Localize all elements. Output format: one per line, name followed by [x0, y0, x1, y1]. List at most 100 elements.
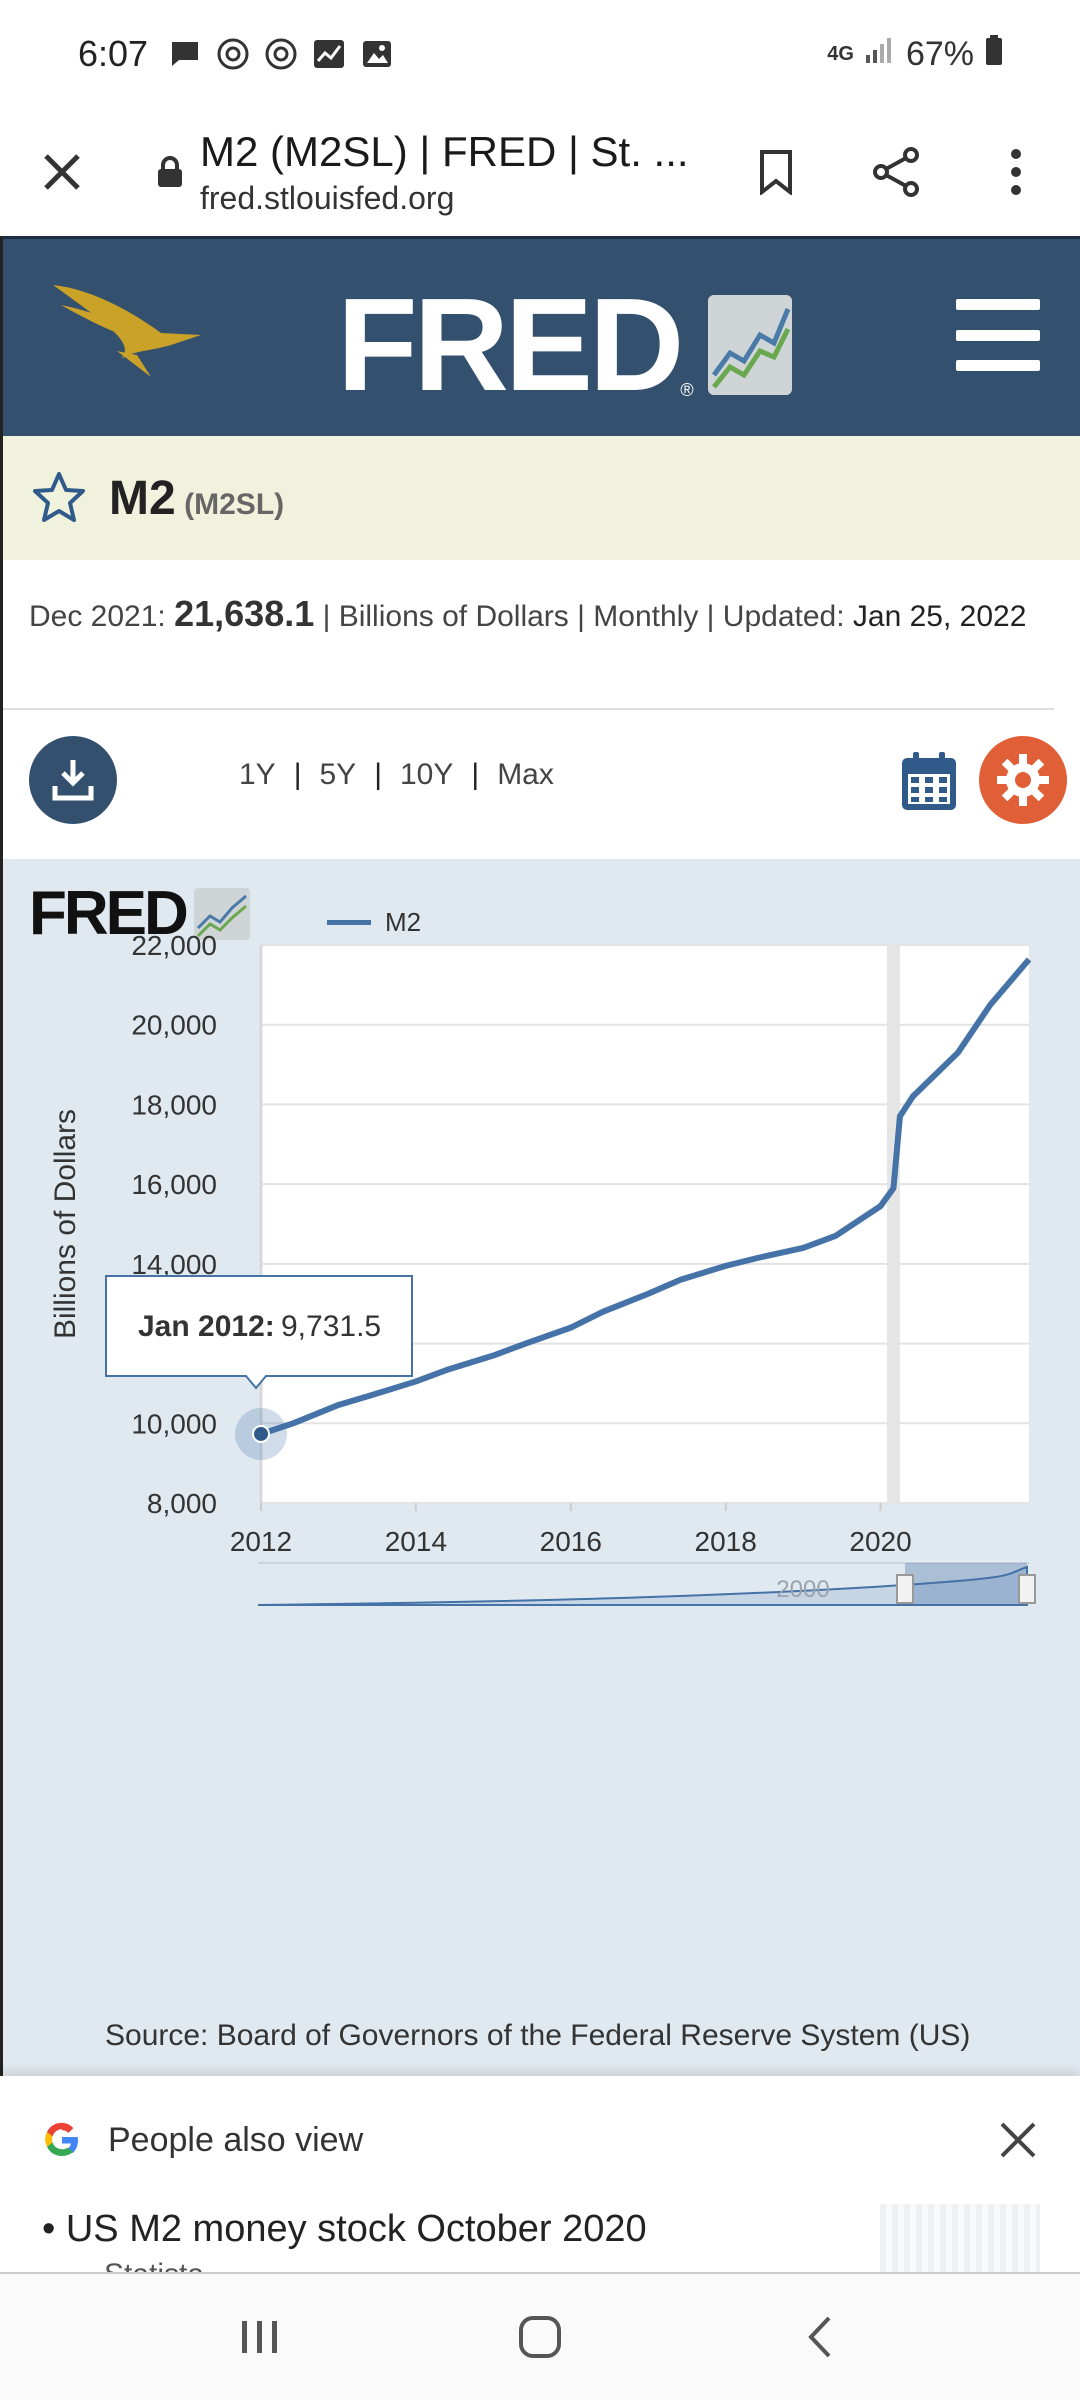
- share-button[interactable]: [868, 144, 924, 200]
- legend-label: M2: [385, 907, 422, 937]
- star-icon[interactable]: [31, 470, 87, 526]
- people-also-view-panel: People also view • US M2 money stock Oct…: [0, 2076, 1080, 2272]
- close-icon: [44, 154, 80, 190]
- recent-apps-button[interactable]: [220, 2297, 300, 2377]
- series-title-row: M2 (M2SL): [3, 436, 1080, 560]
- chart-legend: M2: [327, 907, 421, 938]
- chart-notification-icon: [312, 37, 346, 71]
- hamburger-menu-icon[interactable]: [956, 299, 1040, 371]
- fred-logo-text: FRED: [337, 271, 684, 418]
- message-icon: [168, 37, 202, 71]
- x-tick-label: 2014: [385, 1526, 447, 1557]
- fred-chart-icon: [193, 888, 250, 940]
- status-right: 4G 67%: [827, 34, 1004, 75]
- tooltip-value: 9,731.5: [281, 1310, 381, 1343]
- plot-area: [261, 945, 1029, 1503]
- legend-swatch: [327, 920, 371, 925]
- tooltip: Jan 2012: 9,731.5: [105, 1275, 413, 1390]
- x-tick-label: 2012: [230, 1526, 292, 1557]
- fred-chart-icon: [707, 295, 792, 395]
- chart-panel: FRED M2 8,000 10,000 14,000 16,000 18,000 20,…: [3, 859, 1080, 2076]
- y-tick-label: 8,000: [147, 1488, 217, 1519]
- y-tick-label: 20,000: [131, 1010, 217, 1041]
- x-tick-label: 2016: [540, 1526, 602, 1557]
- bookmark-icon: [760, 150, 792, 195]
- people-also-view-close-button[interactable]: [994, 2116, 1042, 2164]
- line-chart[interactable]: 8,000 10,000 14,000 16,000 18,000 20,000 22,00…: [3, 859, 1080, 2059]
- settings-button[interactable]: [979, 736, 1067, 824]
- people-also-view-title: People also view: [108, 2120, 364, 2159]
- download-icon: [52, 760, 94, 801]
- y-axis-label: Billions of Dollars: [49, 1109, 82, 1339]
- chart-source: Source: Board of Governors of the Federa…: [105, 2019, 971, 2052]
- share-icon: [873, 147, 919, 197]
- people-also-view-item-source: Statista: [104, 2258, 204, 2272]
- range-1y[interactable]: 1Y: [239, 758, 276, 791]
- home-icon: [519, 2316, 561, 2358]
- bookmark-button[interactable]: [748, 144, 804, 200]
- observation-date: Dec 2021:: [29, 600, 166, 633]
- google-icon: [45, 2122, 78, 2157]
- recent-apps-icon: [242, 2321, 277, 2353]
- updated-label: Updated:: [722, 600, 845, 633]
- date-range-buttons: 1Y | 5Y | 10Y | Max: [239, 758, 554, 792]
- fred-logo[interactable]: FRED ®: [337, 279, 792, 411]
- people-also-view-item[interactable]: • US M2 money stock October 2020: [42, 2208, 647, 2250]
- fred-header: FRED ®: [3, 236, 1080, 436]
- back-button[interactable]: [780, 2297, 860, 2377]
- frequency: Monthly: [593, 600, 699, 633]
- tooltip-date: Jan 2012:: [138, 1310, 275, 1343]
- x-tick-label: 2020: [849, 1526, 911, 1557]
- navigator-label: 2000: [776, 1576, 829, 1603]
- signal-icon: [864, 35, 896, 74]
- x-tick-label: 2018: [695, 1526, 757, 1557]
- series-line-m2: [260, 957, 1032, 1437]
- page-title: M2 (M2SL) | FRED | St. ...: [200, 127, 689, 175]
- meta-separator: |: [698, 600, 723, 633]
- status-left: 6:07: [78, 33, 394, 75]
- back-icon: [808, 2316, 831, 2358]
- chart-toolbar: 1Y | 5Y | 10Y | Max: [3, 710, 1080, 848]
- meta-separator: |: [314, 600, 339, 633]
- lock-icon[interactable]: [150, 152, 190, 192]
- page-domain: fred.stlouisfed.org: [200, 179, 455, 216]
- navigator-series: [257, 1565, 1028, 1606]
- y-tick-label: 18,000: [131, 1089, 217, 1120]
- series-code: (M2SL): [184, 487, 285, 521]
- updated-date: Jan 25, 2022: [852, 600, 1027, 633]
- units: Billions of Dollars: [338, 600, 569, 633]
- series-title: M2: [109, 471, 176, 525]
- browser-toolbar: M2 (M2SL) | FRED | St. ... fred.stlouisf…: [0, 108, 1080, 236]
- range-separator: |: [293, 758, 302, 791]
- series-meta: Dec 2021: 21,638.1 | Billions of Dollars…: [3, 560, 1054, 710]
- range-10y[interactable]: 10Y: [400, 758, 454, 791]
- people-also-view-header: People also view: [42, 2120, 363, 2160]
- more-options-button[interactable]: [988, 144, 1044, 200]
- y-tick-label: 10,000: [131, 1408, 217, 1439]
- navigator-selection: [905, 1563, 1027, 1605]
- address-bar[interactable]: M2 (M2SL) | FRED | St. ... fred.stlouisf…: [200, 128, 720, 217]
- calendar-icon[interactable]: [899, 750, 959, 812]
- web-page: FRED ® M2 (M2SL) Dec 2021: 21,638.1 | Bi…: [0, 236, 1080, 2076]
- download-button[interactable]: [29, 736, 117, 824]
- observation-value: 21,638.1: [174, 593, 315, 634]
- range-separator: |: [471, 758, 480, 791]
- network-icon: 4G: [827, 42, 854, 65]
- status-time: 6:07: [78, 33, 149, 74]
- gear-icon: [997, 754, 1049, 806]
- people-also-view-thumbnail[interactable]: [880, 2204, 1040, 2272]
- range-separator: |: [374, 758, 382, 791]
- home-button[interactable]: [500, 2297, 580, 2377]
- stlouisfed-eagle-logo[interactable]: [51, 281, 211, 381]
- chart-logo-text: FRED: [29, 879, 189, 948]
- chart-fred-logo: FRED: [29, 883, 250, 945]
- range-max[interactable]: Max: [497, 758, 554, 791]
- y-tick-label: 16,000: [131, 1169, 217, 1200]
- tooltip-box: [105, 1275, 413, 1390]
- data-point-marker: [252, 1424, 270, 1443]
- close-tab-button[interactable]: [26, 136, 98, 208]
- navigator-handle-right[interactable]: [1018, 1574, 1036, 1604]
- navigator-handle-left[interactable]: [896, 1574, 914, 1604]
- range-5y[interactable]: 5Y: [319, 758, 357, 791]
- image-icon: [360, 37, 394, 71]
